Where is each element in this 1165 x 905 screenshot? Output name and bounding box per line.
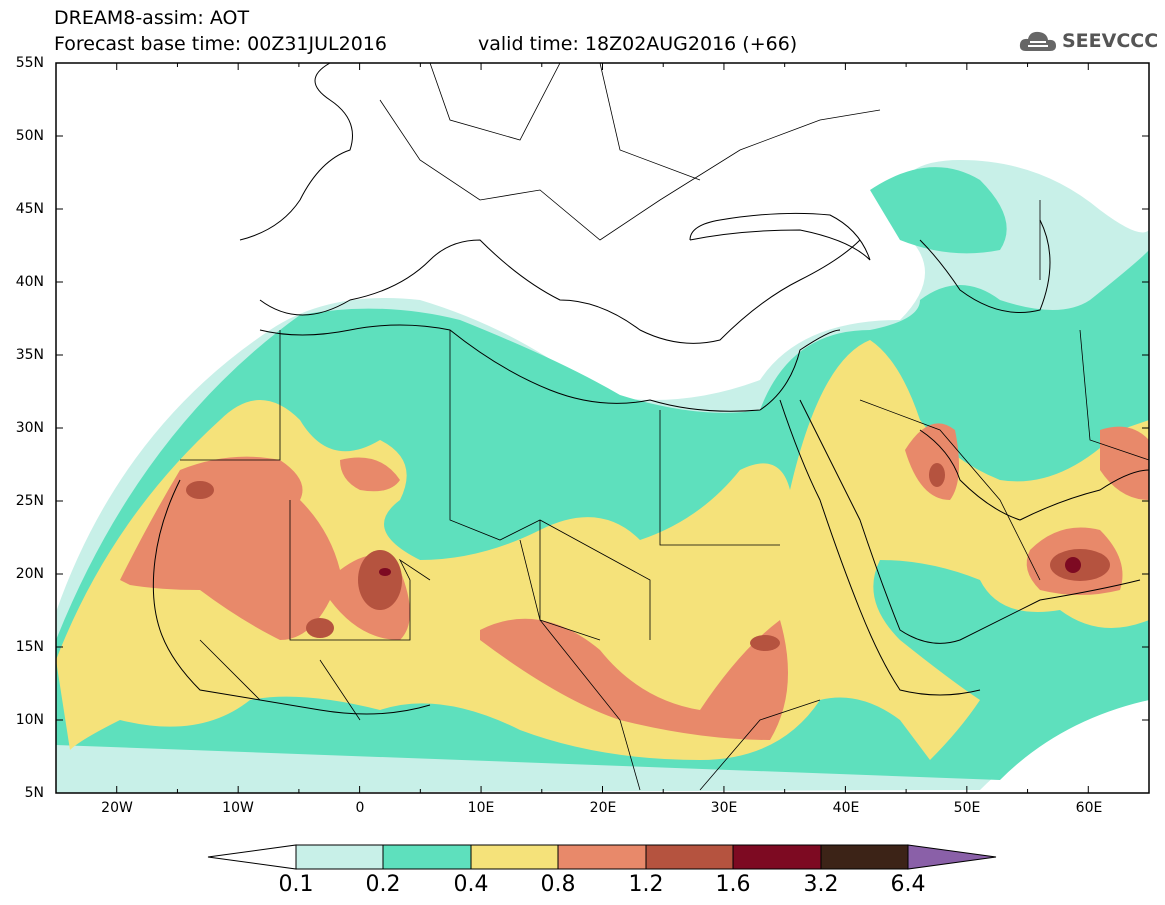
border-i	[859, 399, 1041, 581]
lat-label: 20N	[15, 566, 44, 582]
coast-black-sea	[689, 212, 871, 261]
colorbar-label: 0.2	[365, 872, 401, 897]
coast-north-africa	[259, 324, 841, 412]
cloud-icon	[1019, 31, 1056, 51]
aot-band-0.2-caspian	[870, 167, 1007, 254]
colorbar-segment-0.2-0.4	[382, 844, 472, 870]
colorbar-label: 3.2	[803, 872, 839, 897]
lon-label: 50E	[953, 800, 981, 816]
aot-band-1.2-c	[306, 618, 334, 638]
title-valid-time: valid time: 18Z02AUG2016 (+66)	[478, 33, 798, 55]
colorbar-segment-0.1-0.2	[295, 844, 384, 870]
border-c	[659, 410, 780, 546]
colorbar-label: 6.4	[890, 872, 926, 897]
aot-band-0.8-algeria	[340, 457, 400, 492]
country-borders	[180, 63, 1149, 791]
colorbar-segment-below-0.1	[207, 844, 297, 870]
lat-label: 10N	[15, 712, 44, 728]
coast-red-sea-west	[779, 399, 981, 696]
colorbar-segment-1.6-3.2	[732, 844, 822, 870]
coastlines	[152, 63, 1149, 715]
border-b	[449, 330, 651, 640]
coast-iberia-france	[239, 63, 353, 241]
border-k	[379, 99, 881, 241]
aot-band-0.8-west	[120, 456, 410, 640]
coast-west-africa	[152, 479, 431, 715]
lat-label: 5N	[24, 785, 44, 801]
lon-label: 60E	[1075, 800, 1103, 816]
colorbar-segment-1.2-1.6	[645, 844, 734, 870]
aot-band-0.8-east	[1100, 426, 1149, 500]
aot-band-1.2-d	[750, 635, 780, 651]
axis-ticks	[56, 62, 1149, 794]
aot-band-0.8-sahel	[480, 618, 788, 740]
colorbar-segment-0.4-0.8	[470, 844, 559, 870]
coast-gulf	[919, 429, 1149, 521]
lat-label: 25N	[15, 493, 44, 509]
coast-arabia	[799, 399, 1141, 644]
colorbar-segment-0.8-1.2	[557, 844, 647, 870]
colorbar-segment-3.2-6.4	[820, 844, 909, 870]
border-e	[289, 500, 431, 641]
border-l	[429, 63, 701, 181]
aot-band-0.8-gulf	[905, 423, 959, 500]
aot-band-1.6-b	[1065, 557, 1081, 573]
lat-label: 45N	[15, 201, 44, 217]
lat-label: 40N	[15, 274, 44, 290]
aot-band-1.2-e	[929, 463, 945, 487]
aot-band-0.4	[56, 340, 1149, 760]
title-base-time: Forecast base time: 00Z31JUL2016	[54, 33, 387, 55]
title-line1: DREAM8-assim: AOT	[54, 7, 250, 29]
colorbar-label: 0.8	[540, 872, 576, 897]
border-f	[199, 639, 361, 721]
colorbar	[207, 844, 997, 870]
lat-label: 15N	[15, 639, 44, 655]
seevccc-logo: SEEVCCC	[1018, 27, 1158, 55]
logo-text: SEEVCCC	[1062, 30, 1159, 52]
border-a	[180, 330, 281, 461]
border-g	[519, 539, 641, 791]
border-h	[699, 699, 821, 791]
lon-label: 20E	[589, 800, 617, 816]
lat-label: 30N	[15, 420, 44, 436]
colorbar-label: 1.6	[715, 872, 751, 897]
coast-mediterranean-north	[259, 239, 861, 344]
colorbar-segment-above-6.4	[907, 844, 997, 870]
coast-caspian	[919, 219, 1051, 313]
lon-label: 10E	[467, 800, 495, 816]
lon-label: 0	[355, 800, 365, 816]
lat-label: 35N	[15, 347, 44, 363]
aot-band-1.6-a	[379, 568, 391, 576]
aot-fields	[56, 160, 1149, 793]
colorbar-label: 1.2	[628, 872, 664, 897]
aot-band-1.2-a	[186, 481, 214, 499]
lat-label: 55N	[15, 55, 44, 71]
lat-label: 50N	[15, 128, 44, 144]
border-j	[1039, 200, 1149, 461]
lon-label: 30E	[710, 800, 738, 816]
lon-label: 10W	[222, 800, 254, 816]
lon-label: 20W	[101, 800, 133, 816]
aot-band-1.2-b	[358, 550, 402, 610]
lon-label: 40E	[832, 800, 860, 816]
colorbar-label: 0.1	[278, 872, 314, 897]
colorbar-label: 0.4	[453, 872, 489, 897]
